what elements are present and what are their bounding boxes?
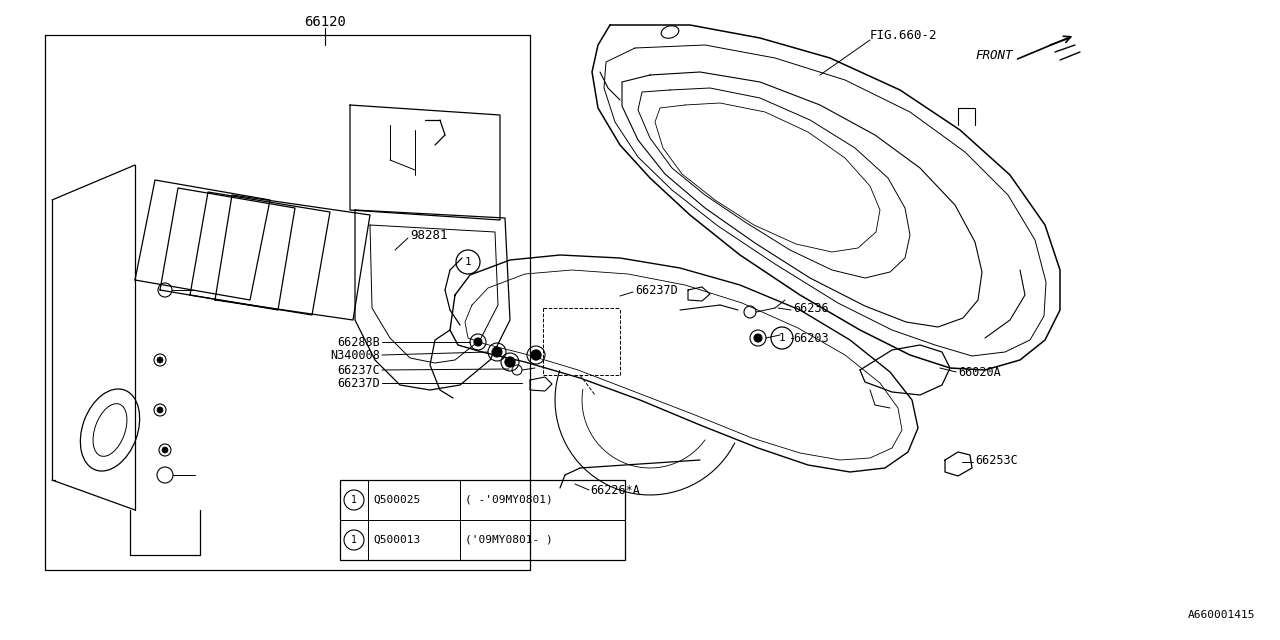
Text: 66236: 66236 bbox=[794, 301, 828, 314]
Text: 98281: 98281 bbox=[410, 228, 448, 241]
Text: Q500013: Q500013 bbox=[372, 535, 420, 545]
Text: 66237D: 66237D bbox=[635, 284, 677, 296]
Circle shape bbox=[492, 347, 502, 357]
Circle shape bbox=[754, 334, 762, 342]
Text: A660001415: A660001415 bbox=[1188, 610, 1254, 620]
Circle shape bbox=[157, 357, 163, 363]
Circle shape bbox=[474, 338, 483, 346]
Bar bbox=[340, 480, 625, 560]
Circle shape bbox=[506, 357, 515, 367]
Circle shape bbox=[531, 350, 541, 360]
Text: 66237C: 66237C bbox=[337, 364, 380, 376]
Text: FIG.660-2: FIG.660-2 bbox=[870, 29, 937, 42]
Text: FRONT: FRONT bbox=[975, 49, 1012, 61]
Text: ('09MY0801- ): ('09MY0801- ) bbox=[465, 535, 553, 545]
Text: 1: 1 bbox=[351, 495, 357, 505]
Text: 66020A: 66020A bbox=[957, 365, 1001, 378]
Text: ( -'09MY0801): ( -'09MY0801) bbox=[465, 495, 553, 505]
Text: 1: 1 bbox=[465, 257, 471, 267]
Text: 66226*A: 66226*A bbox=[590, 483, 640, 497]
Text: 66288B: 66288B bbox=[337, 335, 380, 349]
Text: Q500025: Q500025 bbox=[372, 495, 420, 505]
Text: N340008: N340008 bbox=[330, 349, 380, 362]
Text: 1: 1 bbox=[351, 535, 357, 545]
Circle shape bbox=[163, 447, 168, 453]
Text: 66203: 66203 bbox=[794, 332, 828, 344]
Text: 66237D: 66237D bbox=[337, 376, 380, 390]
Text: 1: 1 bbox=[778, 333, 786, 343]
Text: 66120: 66120 bbox=[305, 15, 346, 29]
Circle shape bbox=[157, 407, 163, 413]
Text: 66253C: 66253C bbox=[975, 454, 1018, 467]
